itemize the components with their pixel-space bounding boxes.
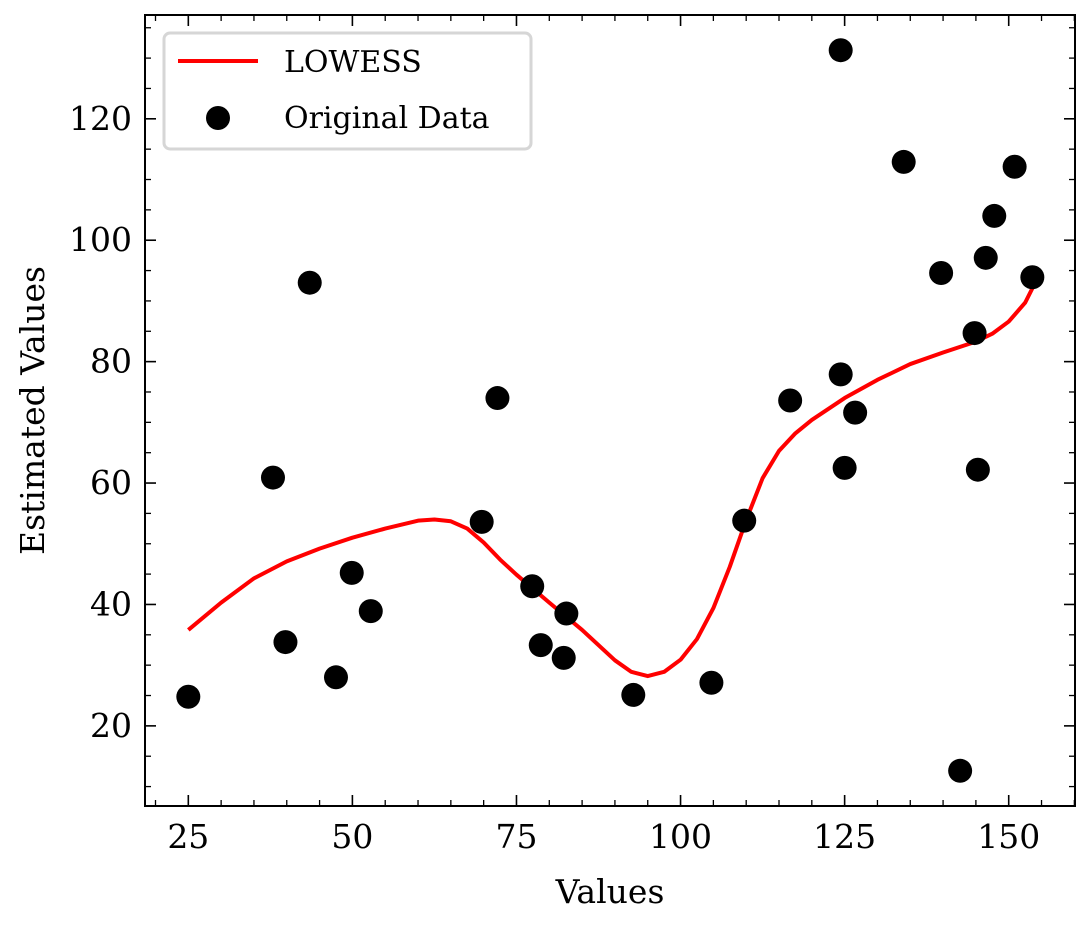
legend: LOWESS Original Data [162, 31, 533, 151]
y-tick-label: 40 [90, 584, 132, 623]
x-axis-label: Values [555, 872, 665, 911]
data-point [828, 362, 853, 387]
data-point [176, 684, 201, 709]
x-tick-label: 125 [813, 817, 876, 856]
data-point [297, 270, 322, 295]
data-point [732, 508, 757, 533]
data-point [973, 245, 998, 270]
data-point [962, 321, 987, 346]
data-point [982, 203, 1007, 228]
data-point [843, 400, 868, 425]
legend-original-data-swatch [206, 106, 230, 130]
tick-labels: 25 50 75 100 125 150 20 40 60 80 100 120 [69, 99, 1040, 856]
data-point [520, 574, 545, 599]
x-tick-label: 25 [167, 817, 209, 856]
data-point [891, 149, 916, 174]
data-point [1020, 265, 1045, 290]
data-point [621, 682, 646, 707]
data-point [948, 758, 973, 783]
data-point [965, 457, 990, 482]
data-point [699, 670, 724, 695]
y-tick-label: 20 [90, 706, 132, 745]
data-point [554, 601, 579, 626]
data-point [528, 633, 553, 658]
data-point [778, 388, 803, 413]
data-point [1002, 154, 1027, 179]
x-tick-label: 100 [649, 817, 712, 856]
legend-original-data-label: Original Data [284, 101, 490, 136]
data-point [323, 665, 348, 690]
x-tick-label: 75 [495, 817, 537, 856]
data-point [273, 630, 298, 655]
y-tick-label: 100 [69, 220, 132, 259]
y-axis-label: Estimated Values [13, 266, 52, 555]
data-point [929, 261, 954, 286]
legend-lowess-label: LOWESS [284, 45, 422, 80]
lowess-line [187, 284, 1036, 679]
data-point [339, 560, 364, 585]
data-point [828, 38, 853, 63]
data-point [832, 455, 857, 480]
data-point [485, 386, 510, 411]
data-point [358, 599, 383, 624]
plot-area [176, 38, 1045, 783]
y-tick-label: 80 [90, 342, 132, 381]
data-point [469, 509, 494, 534]
y-tick-label: 60 [90, 463, 132, 502]
axes-frame [144, 14, 1076, 807]
data-point [551, 645, 576, 670]
data-point [260, 465, 285, 490]
x-tick-label: 150 [977, 817, 1040, 856]
x-tick-label: 50 [331, 817, 373, 856]
y-tick-label: 120 [69, 99, 132, 138]
